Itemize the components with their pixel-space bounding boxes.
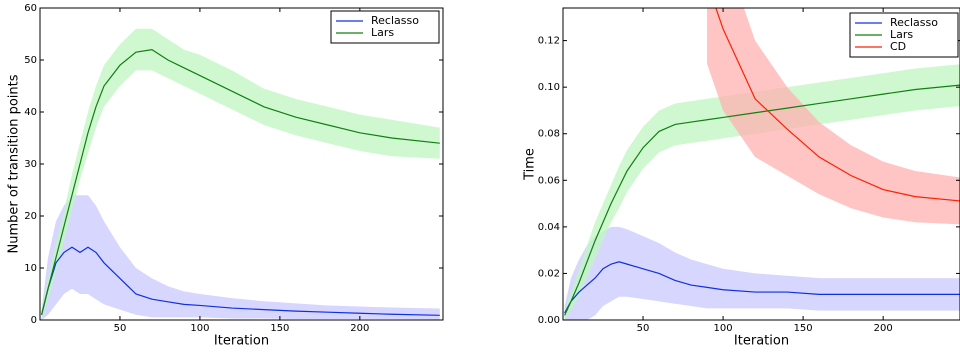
- confidence-band: [41, 28, 440, 320]
- y-axis-label: Number of transition points: [7, 74, 22, 253]
- confidence-band: [41, 195, 440, 320]
- legend-label: CD: [890, 40, 906, 53]
- y-tick-label: 0.10: [538, 82, 560, 93]
- y-tick-label: 0: [31, 315, 37, 326]
- x-axis-label: Iteration: [734, 334, 789, 349]
- x-axis-label: Iteration: [214, 334, 269, 349]
- y-tick-label: 0.08: [538, 129, 560, 140]
- confidence-band: [564, 64, 960, 320]
- y-tick-label: 10: [24, 263, 37, 274]
- y-tick-label: 0.00: [538, 315, 560, 326]
- x-tick-label: 200: [874, 323, 893, 334]
- x-tick-label: 150: [270, 323, 289, 334]
- y-tick-label: 60: [24, 3, 37, 14]
- series-line: [41, 246, 440, 316]
- plot: 50 100 150 200 0.00 0.02 0.04 0.06 0.08 0.10 0.12 I…: [523, 7, 960, 349]
- x-tick-label: 50: [637, 323, 650, 334]
- y-tick-label: 30: [24, 159, 37, 170]
- y-axis-label: Time: [523, 148, 538, 181]
- x-tick-label: 100: [714, 323, 733, 334]
- legend-label: Lars: [371, 26, 394, 39]
- y-tick-label: 0.04: [538, 222, 560, 233]
- x-tick-label: 50: [114, 323, 127, 334]
- y-tick-label: 0.06: [538, 175, 560, 186]
- y-tick-label: 40: [24, 107, 37, 118]
- legend-box: [330, 10, 440, 44]
- x-tick-label: 150: [794, 323, 813, 334]
- legend-label: Lars: [890, 28, 913, 41]
- y-tick-label: 0.02: [538, 268, 560, 279]
- series-line: [564, 261, 960, 314]
- confidence-band: [564, 226, 960, 320]
- series-line: [564, 84, 960, 316]
- plot-area: [564, 8, 960, 320]
- plot: 50 100 150 200 0 10 20 30 40 50 60 Iteration Number …: [7, 3, 444, 349]
- series-line: [41, 48, 440, 315]
- axes-frame: [562, 7, 960, 321]
- x-tick-label: 200: [350, 323, 369, 334]
- confidence-band: [707, 8, 960, 225]
- y-tick-label: 20: [24, 211, 37, 222]
- legend-label: Reclasso: [890, 16, 938, 29]
- series-line: [715, 8, 960, 202]
- y-tick-label: 0.12: [538, 36, 560, 47]
- legend-label: Reclasso: [371, 14, 419, 27]
- x-tick-label: 100: [190, 323, 209, 334]
- y-tick-label: 50: [24, 55, 37, 66]
- plot-area: [41, 28, 440, 320]
